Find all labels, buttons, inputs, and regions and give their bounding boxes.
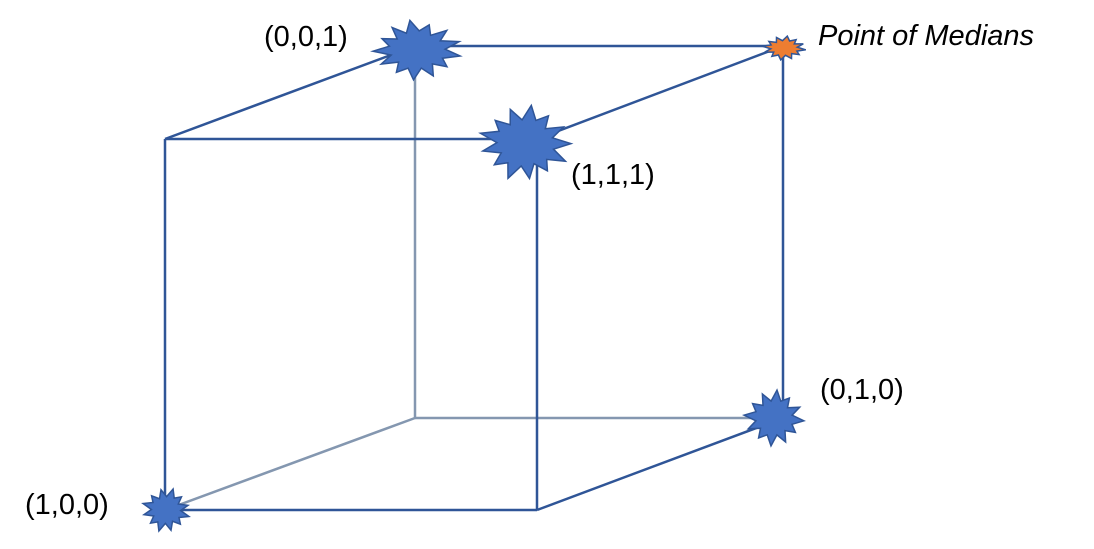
label-vertex-100: (1,0,0) — [25, 489, 109, 521]
edge-top-right — [536, 44, 784, 141]
edge-bottom-right — [536, 416, 784, 512]
label-vertex-111: (1,1,1) — [571, 159, 655, 191]
star-icon-median — [761, 34, 807, 62]
cube-back-edges — [164, 70, 773, 512]
star-icon-010 — [742, 388, 806, 448]
edge-top-left — [164, 44, 416, 141]
label-vertex-010: (0,1,0) — [820, 374, 904, 406]
label-vertex-001: (0,0,1) — [264, 21, 348, 53]
edge-back-bottom-left — [164, 416, 416, 512]
label-point-of-medians: Point of Medians — [818, 20, 1034, 52]
vertex-markers — [141, 18, 807, 533]
vertex-labels: (0,0,1) (1,1,1) (0,1,0) (1,0,0) Point of… — [25, 20, 1034, 521]
star-icon-111 — [478, 103, 574, 181]
star-icon-100 — [141, 487, 191, 533]
star-icon-001 — [370, 18, 463, 82]
cube-front-edges — [163, 44, 785, 512]
